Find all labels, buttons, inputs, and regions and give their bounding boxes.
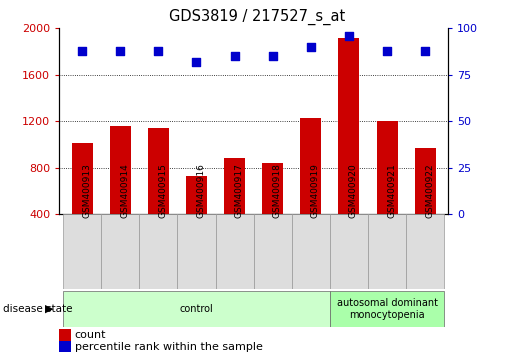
Bar	[300, 118, 321, 214]
FancyBboxPatch shape	[63, 291, 330, 327]
Point	[116, 48, 124, 53]
FancyBboxPatch shape	[101, 214, 139, 289]
FancyBboxPatch shape	[215, 214, 253, 289]
Text: GSM400921: GSM400921	[387, 163, 396, 218]
Point	[307, 44, 315, 50]
Point	[269, 53, 277, 59]
Text: count: count	[75, 330, 106, 340]
Point	[383, 48, 391, 53]
Text: GSM400917: GSM400917	[234, 163, 244, 218]
Text: GSM400922: GSM400922	[425, 163, 434, 218]
FancyBboxPatch shape	[330, 291, 444, 327]
Text: GSM400919: GSM400919	[311, 163, 320, 218]
Bar	[262, 163, 283, 214]
Bar	[376, 121, 398, 214]
FancyBboxPatch shape	[253, 214, 292, 289]
Point	[192, 59, 200, 65]
FancyBboxPatch shape	[330, 214, 368, 289]
Point	[154, 48, 162, 53]
Point	[230, 53, 238, 59]
FancyBboxPatch shape	[292, 214, 330, 289]
Text: GSM400916: GSM400916	[196, 163, 205, 218]
Text: GDS3819 / 217527_s_at: GDS3819 / 217527_s_at	[169, 9, 346, 25]
Text: ▶: ▶	[45, 304, 53, 314]
FancyBboxPatch shape	[139, 214, 177, 289]
Bar	[415, 148, 436, 214]
Bar	[148, 128, 169, 214]
FancyBboxPatch shape	[63, 214, 101, 289]
Text: control: control	[180, 304, 213, 314]
Text: GSM400913: GSM400913	[82, 163, 91, 218]
Text: GSM400914: GSM400914	[120, 163, 129, 218]
Text: percentile rank within the sample: percentile rank within the sample	[75, 342, 263, 352]
Text: GSM400918: GSM400918	[273, 163, 282, 218]
Bar	[72, 143, 93, 214]
Bar	[186, 176, 207, 214]
Text: GSM400915: GSM400915	[158, 163, 167, 218]
Text: disease state: disease state	[3, 304, 72, 314]
Bar	[224, 159, 245, 214]
Text: autosomal dominant
monocytopenia: autosomal dominant monocytopenia	[337, 298, 438, 320]
FancyBboxPatch shape	[177, 214, 215, 289]
Point	[345, 33, 353, 39]
FancyBboxPatch shape	[368, 214, 406, 289]
Bar	[110, 126, 131, 214]
Point	[78, 48, 86, 53]
Bar	[338, 38, 359, 214]
FancyBboxPatch shape	[406, 214, 444, 289]
Text: GSM400920: GSM400920	[349, 163, 358, 218]
Point	[421, 48, 430, 53]
